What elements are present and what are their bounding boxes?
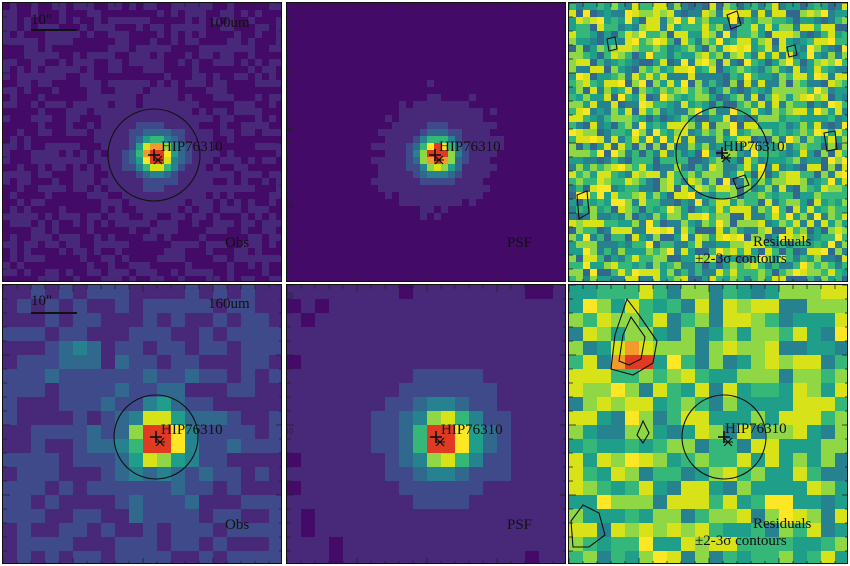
image-100um-psf — [287, 3, 565, 281]
caption-residuals: Residuals — [753, 516, 812, 532]
band-label-160um: 160um — [208, 296, 250, 312]
caption-psf: PSF — [507, 235, 533, 251]
image-160um-obs — [3, 285, 281, 563]
panel-160um-obs: 160um 10" HIP76310 Obs — [2, 284, 282, 564]
scale-bar-label: 10" — [31, 12, 53, 28]
caption-residuals-contours: ±2-3σ contours — [695, 251, 787, 267]
caption-psf: PSF — [507, 517, 533, 533]
star-label: HIP76310 — [161, 422, 223, 438]
image-160um-psf — [287, 285, 565, 563]
scale-bar-label: 10" — [31, 293, 53, 309]
panel-100um-obs: 100um 10" HIP76310 Obs — [2, 2, 282, 282]
star-label: HIP76310 — [441, 422, 503, 438]
star-label: HIP76310 — [723, 139, 785, 155]
caption-obs: Obs — [225, 517, 250, 533]
image-100um-obs — [3, 3, 281, 281]
tick-label: 10 — [287, 427, 293, 436]
panel-160um-psf: 20 10 HIP76310 PSF — [286, 284, 566, 564]
tick-label: 20 — [287, 291, 293, 300]
caption-residuals-contours: ±2-3σ contours — [695, 533, 787, 549]
tick-label: 30 — [287, 125, 293, 134]
star-label: HIP76310 — [161, 139, 223, 155]
band-label-100um: 100um — [208, 15, 250, 31]
star-label: HIP76310 — [725, 421, 787, 437]
panel-100um-residuals: HIP76310 Residuals ±2-3σ contours — [568, 2, 848, 282]
image-100um-residuals — [569, 3, 847, 281]
caption-residuals: Residuals — [753, 234, 812, 250]
panel-160um-residuals: HIP76310 Residuals ±2-3σ contours — [568, 284, 848, 564]
tick-label: 10 — [287, 201, 293, 210]
caption-obs: Obs — [225, 235, 250, 251]
star-label: HIP76310 — [439, 139, 501, 155]
panel-100um-psf: 30 10 HIP76310 PSF — [286, 2, 566, 282]
image-160um-residuals — [569, 285, 847, 563]
